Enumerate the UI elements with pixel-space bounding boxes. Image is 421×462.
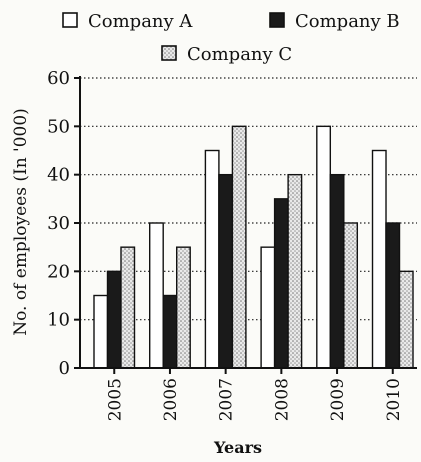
x-tick-label: 2006 <box>161 378 181 421</box>
legend-swatch-company-b <box>269 12 285 28</box>
x-tick-label: 2009 <box>328 378 348 421</box>
axes <box>74 76 417 374</box>
bar-company-c-2008 <box>287 173 303 369</box>
y-tick-label: 60 <box>47 68 70 89</box>
bar-company-c-2010 <box>398 270 414 369</box>
bar-company-c-2006 <box>176 246 191 369</box>
bar-company-b-2005 <box>106 270 122 369</box>
y-tick-label: 50 <box>47 116 70 137</box>
y-tick-label: 10 <box>47 310 70 331</box>
bar-company-c-2009 <box>343 222 359 369</box>
bars <box>93 125 414 369</box>
x-axis-title: Years <box>213 438 262 457</box>
legend-swatch-company-a <box>62 12 78 28</box>
legend-swatch-company-c <box>161 45 177 61</box>
bar-company-c-2007 <box>231 125 247 369</box>
x-tick-label: 2008 <box>272 378 292 421</box>
y-axis-title: No. of employees (In '000) <box>11 108 31 336</box>
bar-company-a-2005 <box>93 294 109 369</box>
x-tick-label: 2010 <box>384 378 404 421</box>
bar-company-a-2006 <box>149 222 164 369</box>
legend-label-company-b: Company B <box>295 11 400 32</box>
x-tick-label: 2007 <box>217 378 237 421</box>
y-tick-label: 30 <box>47 213 70 234</box>
bar-company-a-2009 <box>316 125 332 369</box>
legend-label-company-c: Company C <box>187 44 292 65</box>
y-tick-label: 20 <box>47 261 70 282</box>
bar-company-c-2005 <box>120 246 136 369</box>
y-tick-label: 0 <box>59 358 70 379</box>
legend-label-company-a: Company A <box>88 11 193 32</box>
x-tick-label: 2005 <box>105 378 125 421</box>
bar-company-a-2010 <box>371 149 387 369</box>
bar-company-b-2010 <box>385 222 401 369</box>
legend: Company A Company B Company C <box>62 11 400 65</box>
tick-labels: 0 10 20 30 40 50 60 2005 2006 2007 2008 2009 2010 <box>47 68 404 421</box>
grid-lines <box>80 77 417 321</box>
bar-company-b-2008 <box>273 198 289 369</box>
bar-company-b-2006 <box>162 294 178 369</box>
bar-company-b-2009 <box>329 173 345 369</box>
bar-company-a-2007 <box>204 149 220 369</box>
bar-company-b-2007 <box>218 173 234 369</box>
bar-company-a-2008 <box>260 246 276 369</box>
y-tick-label: 40 <box>47 165 70 186</box>
